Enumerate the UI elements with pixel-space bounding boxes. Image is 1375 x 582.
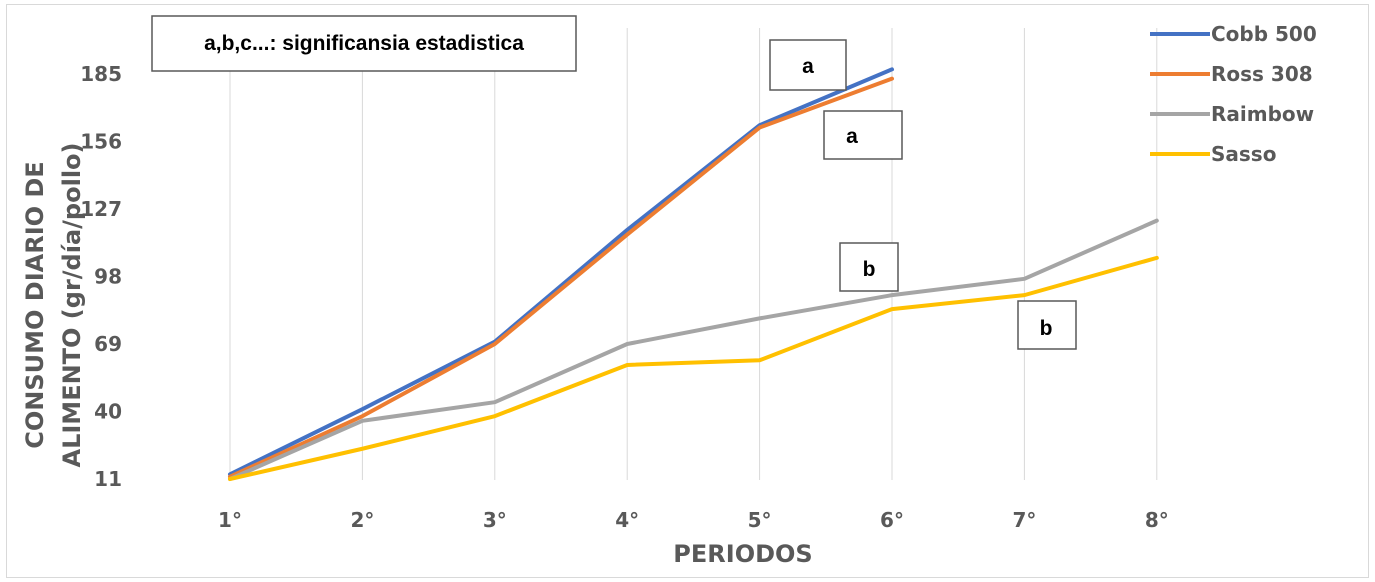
- series-line-sasso: [228, 255, 1159, 481]
- legend-item: Raimbow: [1150, 102, 1314, 126]
- annotation-label-a-bottom: a: [823, 110, 903, 160]
- series-line-raimbow: [228, 218, 1159, 481]
- annotation-box: [839, 242, 899, 292]
- significance-note-box: [151, 15, 577, 72]
- x-tick-label: 5°: [748, 508, 772, 532]
- chart-frame: [6, 4, 1369, 578]
- legend-label: Cobb 500: [1211, 22, 1317, 46]
- legend-label: Ross 308: [1211, 62, 1313, 86]
- annotation-box: [823, 110, 903, 160]
- significance-note-text: a,b,c...: significansia estadistica: [204, 32, 524, 55]
- annotation-box: [769, 39, 847, 91]
- annotation-label-a-top: a: [769, 39, 847, 91]
- y-tick-label: 40: [94, 399, 122, 423]
- series-line-cobb-500: [228, 67, 894, 477]
- x-tick-label: 6°: [880, 508, 904, 532]
- x-tick-label: 4°: [615, 508, 639, 532]
- x-tick-label: 8°: [1145, 508, 1169, 532]
- x-tick-label: 1°: [218, 508, 242, 532]
- y-tick-label: 11: [94, 467, 122, 491]
- annotation-text: a: [802, 55, 814, 78]
- x-tick-label: 2°: [350, 508, 374, 532]
- x-tick-label: 7°: [1012, 508, 1036, 532]
- annotation-label-b-right: b: [1017, 300, 1077, 350]
- y-axis-title-line2: ALIMENTO (gr/día/pollo): [58, 143, 86, 468]
- y-tick-label: 98: [94, 264, 122, 288]
- annotation-box: [1017, 300, 1077, 350]
- annotation-text: b: [1040, 317, 1053, 340]
- y-tick-labels: 11 40 69 98 127 156 185: [80, 62, 122, 491]
- annotation-label-b-middle: b: [839, 242, 899, 292]
- y-tick-label: 127: [80, 197, 122, 221]
- x-tick-label: 3°: [483, 508, 507, 532]
- legend-label: Raimbow: [1211, 102, 1314, 126]
- legend: Cobb 500 Ross 308 Raimbow Sasso: [1150, 22, 1317, 166]
- series-lines: [228, 67, 1159, 481]
- series-line-ross-308: [228, 76, 894, 479]
- significance-note: a,b,c...: significansia estadistica: [151, 15, 577, 72]
- y-tick-label: 69: [94, 332, 122, 356]
- x-tick-labels: 1° 2° 3° 4° 5° 6° 7° 8°: [218, 508, 1169, 532]
- y-tick-label: 156: [80, 129, 122, 153]
- x-axis-title: PERIODOS: [673, 540, 812, 568]
- y-axis-title-line1: CONSUMO DIARIO DE: [21, 161, 49, 448]
- legend-item: Cobb 500: [1150, 22, 1317, 46]
- annotation-text: a: [846, 125, 858, 148]
- annotation-text: b: [863, 258, 876, 281]
- legend-item: Ross 308: [1150, 62, 1313, 86]
- legend-item: Sasso: [1150, 142, 1276, 166]
- y-tick-label: 185: [80, 62, 122, 86]
- legend-label: Sasso: [1211, 142, 1276, 166]
